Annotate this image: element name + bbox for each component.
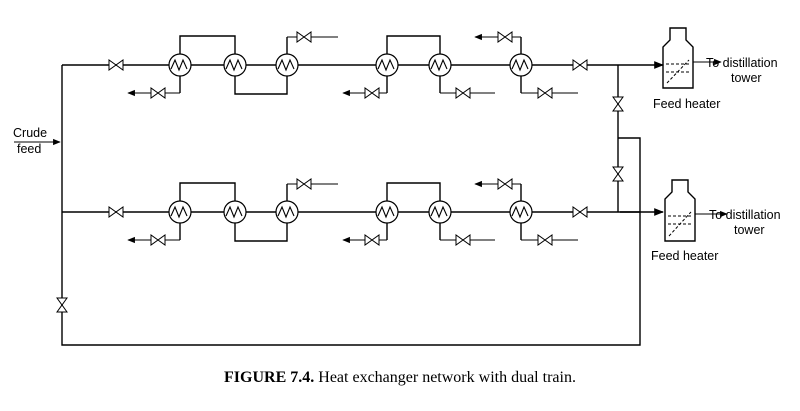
- shell-loop-lower-a-bottom: [234, 223, 288, 242]
- figure-number: FIGURE 7.4.: [224, 369, 315, 386]
- feed-heater-bottom: [664, 179, 728, 242]
- crude-feed-label-line1: Crude: [13, 126, 47, 140]
- heat-exchanger-1-top: [168, 53, 192, 77]
- side-valve-4-top[interactable]: [364, 87, 380, 99]
- outlet-valve-top[interactable]: [572, 59, 588, 71]
- destination-label-bottom-line1: To distillation: [709, 208, 781, 222]
- side-valve-3-top[interactable]: [296, 31, 312, 43]
- crossover-valve-upper[interactable]: [612, 96, 624, 112]
- side-valve-6-top[interactable]: [497, 31, 513, 43]
- shell-loop-upper-b-top: [386, 35, 441, 54]
- figure-caption: FIGURE 7.4. Heat exchanger network with …: [0, 369, 800, 387]
- feed-heater-label-top: Feed heater: [653, 97, 720, 111]
- side-valve-7-bottom[interactable]: [537, 234, 553, 246]
- heat-exchanger-4-bottom: [375, 200, 399, 224]
- figure-caption-text: Heat exchanger network with dual train.: [318, 369, 576, 386]
- feed-heater-label-bottom: Feed heater: [651, 249, 718, 263]
- crossover-side-pipe: [618, 137, 641, 212]
- destination-label-top-line1: To distillation: [706, 56, 778, 70]
- heat-exchanger-3-top: [275, 53, 299, 77]
- heat-exchanger-train-top: [62, 31, 664, 99]
- inlet-valve-bottom[interactable]: [108, 206, 124, 218]
- heat-exchanger-train-bottom: [62, 178, 664, 246]
- side-valve-3-bottom[interactable]: [296, 178, 312, 190]
- crude-feed-label-line2: feed: [17, 142, 41, 156]
- shell-loop-upper-b-bottom: [386, 182, 441, 201]
- heat-exchanger-2-bottom: [223, 200, 247, 224]
- outlet-valve-bottom[interactable]: [572, 206, 588, 218]
- side-valve-1-top[interactable]: [150, 87, 166, 99]
- heat-exchanger-2-top: [223, 53, 247, 77]
- crossover-valve-lower[interactable]: [612, 166, 624, 182]
- side-valve-1-bottom[interactable]: [150, 234, 166, 246]
- feed-heater-top: [662, 27, 722, 89]
- side-valve-6-bottom[interactable]: [497, 178, 513, 190]
- heat-exchanger-1-bottom: [168, 200, 192, 224]
- crude-feed-header-pipe: [61, 65, 641, 346]
- shell-loop-lower-a-top: [234, 76, 288, 95]
- shell-loop-upper-a-top: [179, 35, 236, 54]
- heat-exchanger-3-bottom: [275, 200, 299, 224]
- shell-loop-upper-a-bottom: [179, 182, 236, 201]
- side-valve-7-top[interactable]: [537, 87, 553, 99]
- destination-label-top-line2: tower: [731, 71, 762, 85]
- heat-exchanger-6-top: [509, 53, 533, 77]
- inlet-valve-top[interactable]: [108, 59, 124, 71]
- side-valve-4-bottom[interactable]: [364, 234, 380, 246]
- heat-exchanger-6-bottom: [509, 200, 533, 224]
- destination-label-bottom-line2: tower: [734, 223, 765, 237]
- heat-exchanger-4-top: [375, 53, 399, 77]
- heat-exchanger-5-top: [428, 53, 452, 77]
- side-valve-5-top[interactable]: [455, 87, 471, 99]
- side-valve-5-bottom[interactable]: [455, 234, 471, 246]
- heat-exchanger-5-bottom: [428, 200, 452, 224]
- bypass-valve[interactable]: [56, 297, 68, 313]
